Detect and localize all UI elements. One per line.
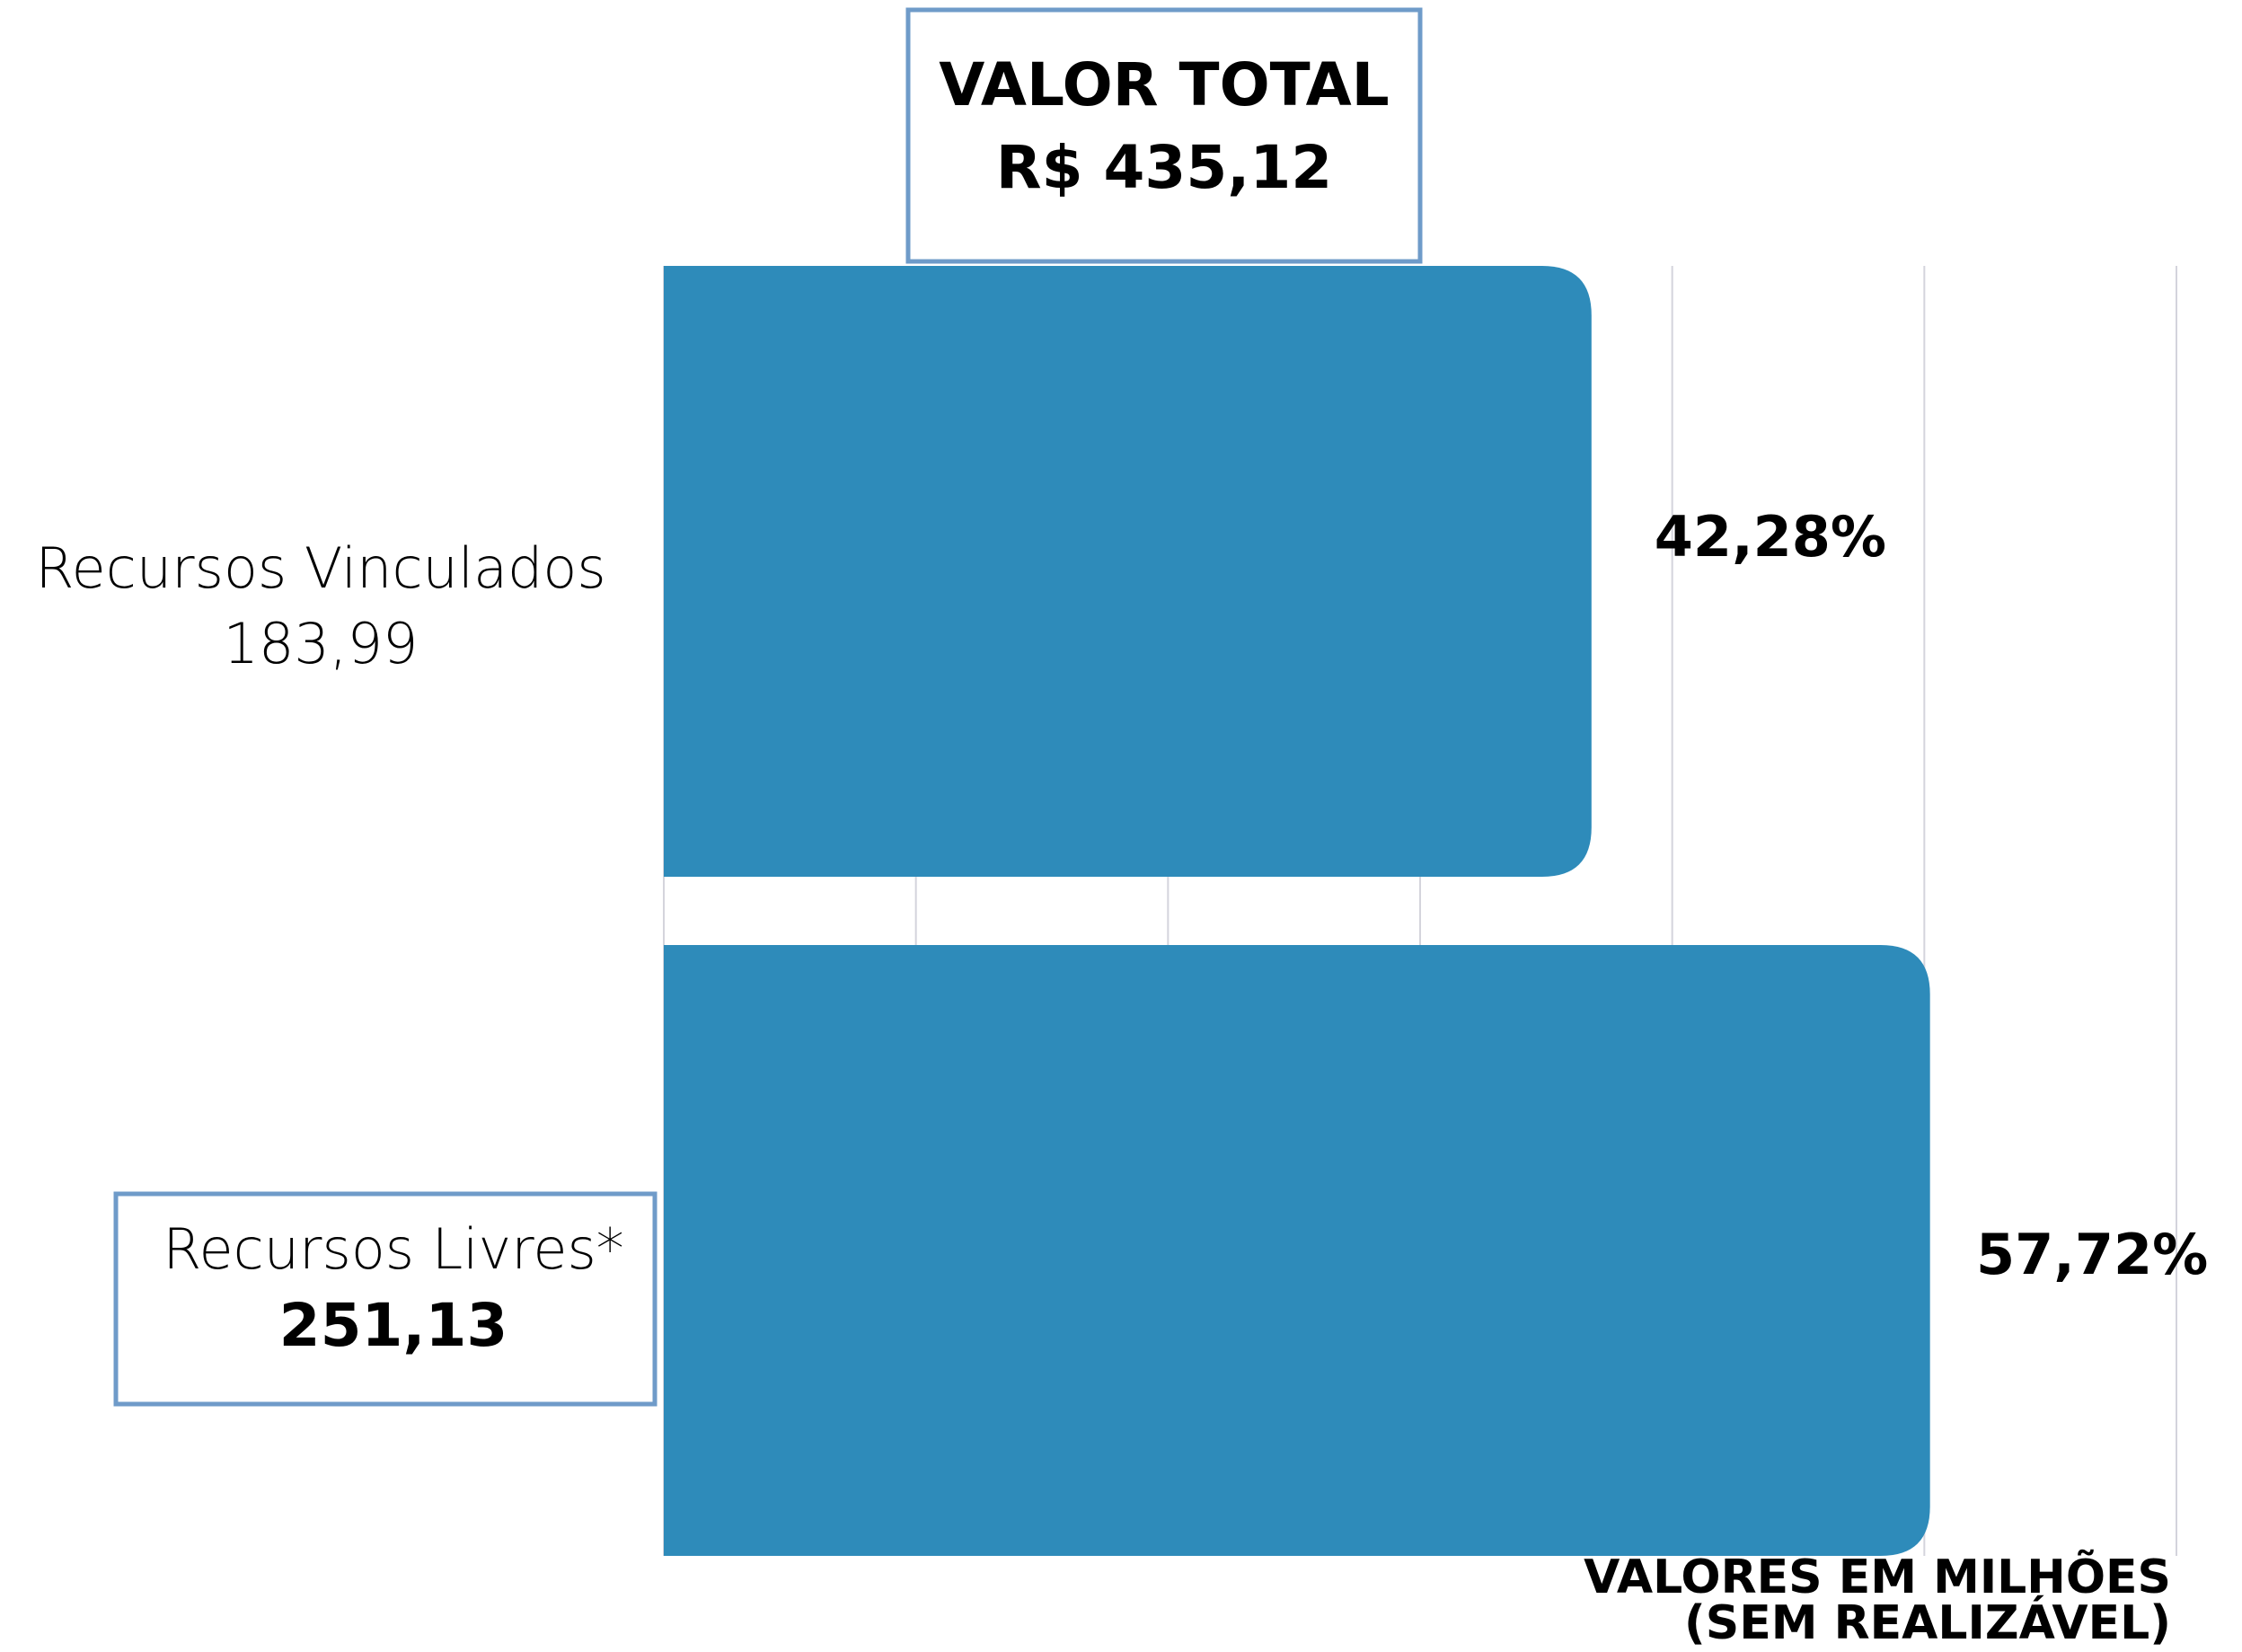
category-box: [113, 1191, 658, 1407]
value-label: 251,13: [279, 1291, 508, 1360]
bar: [664, 266, 1592, 877]
chart-title: VALOR TOTAL: [939, 50, 1389, 119]
annotation: (SEM REALIZÁVEL): [1684, 1595, 2171, 1650]
chart-subtitle: R$ 435,12: [996, 133, 1332, 202]
annotation: VALORES EM MILHÕES: [1584, 1550, 2171, 1604]
bar: [664, 945, 1930, 1556]
percentage-label: 57,72%: [1976, 1222, 2208, 1287]
total-box: [905, 7, 1423, 264]
bars: [664, 266, 1930, 1556]
category-label: Recursos Vinculados: [35, 535, 605, 601]
percentage-label: 42,28%: [1655, 504, 1886, 570]
category-label: Recursos Livres*: [163, 1216, 624, 1282]
value-label: 183,99: [224, 611, 419, 676]
